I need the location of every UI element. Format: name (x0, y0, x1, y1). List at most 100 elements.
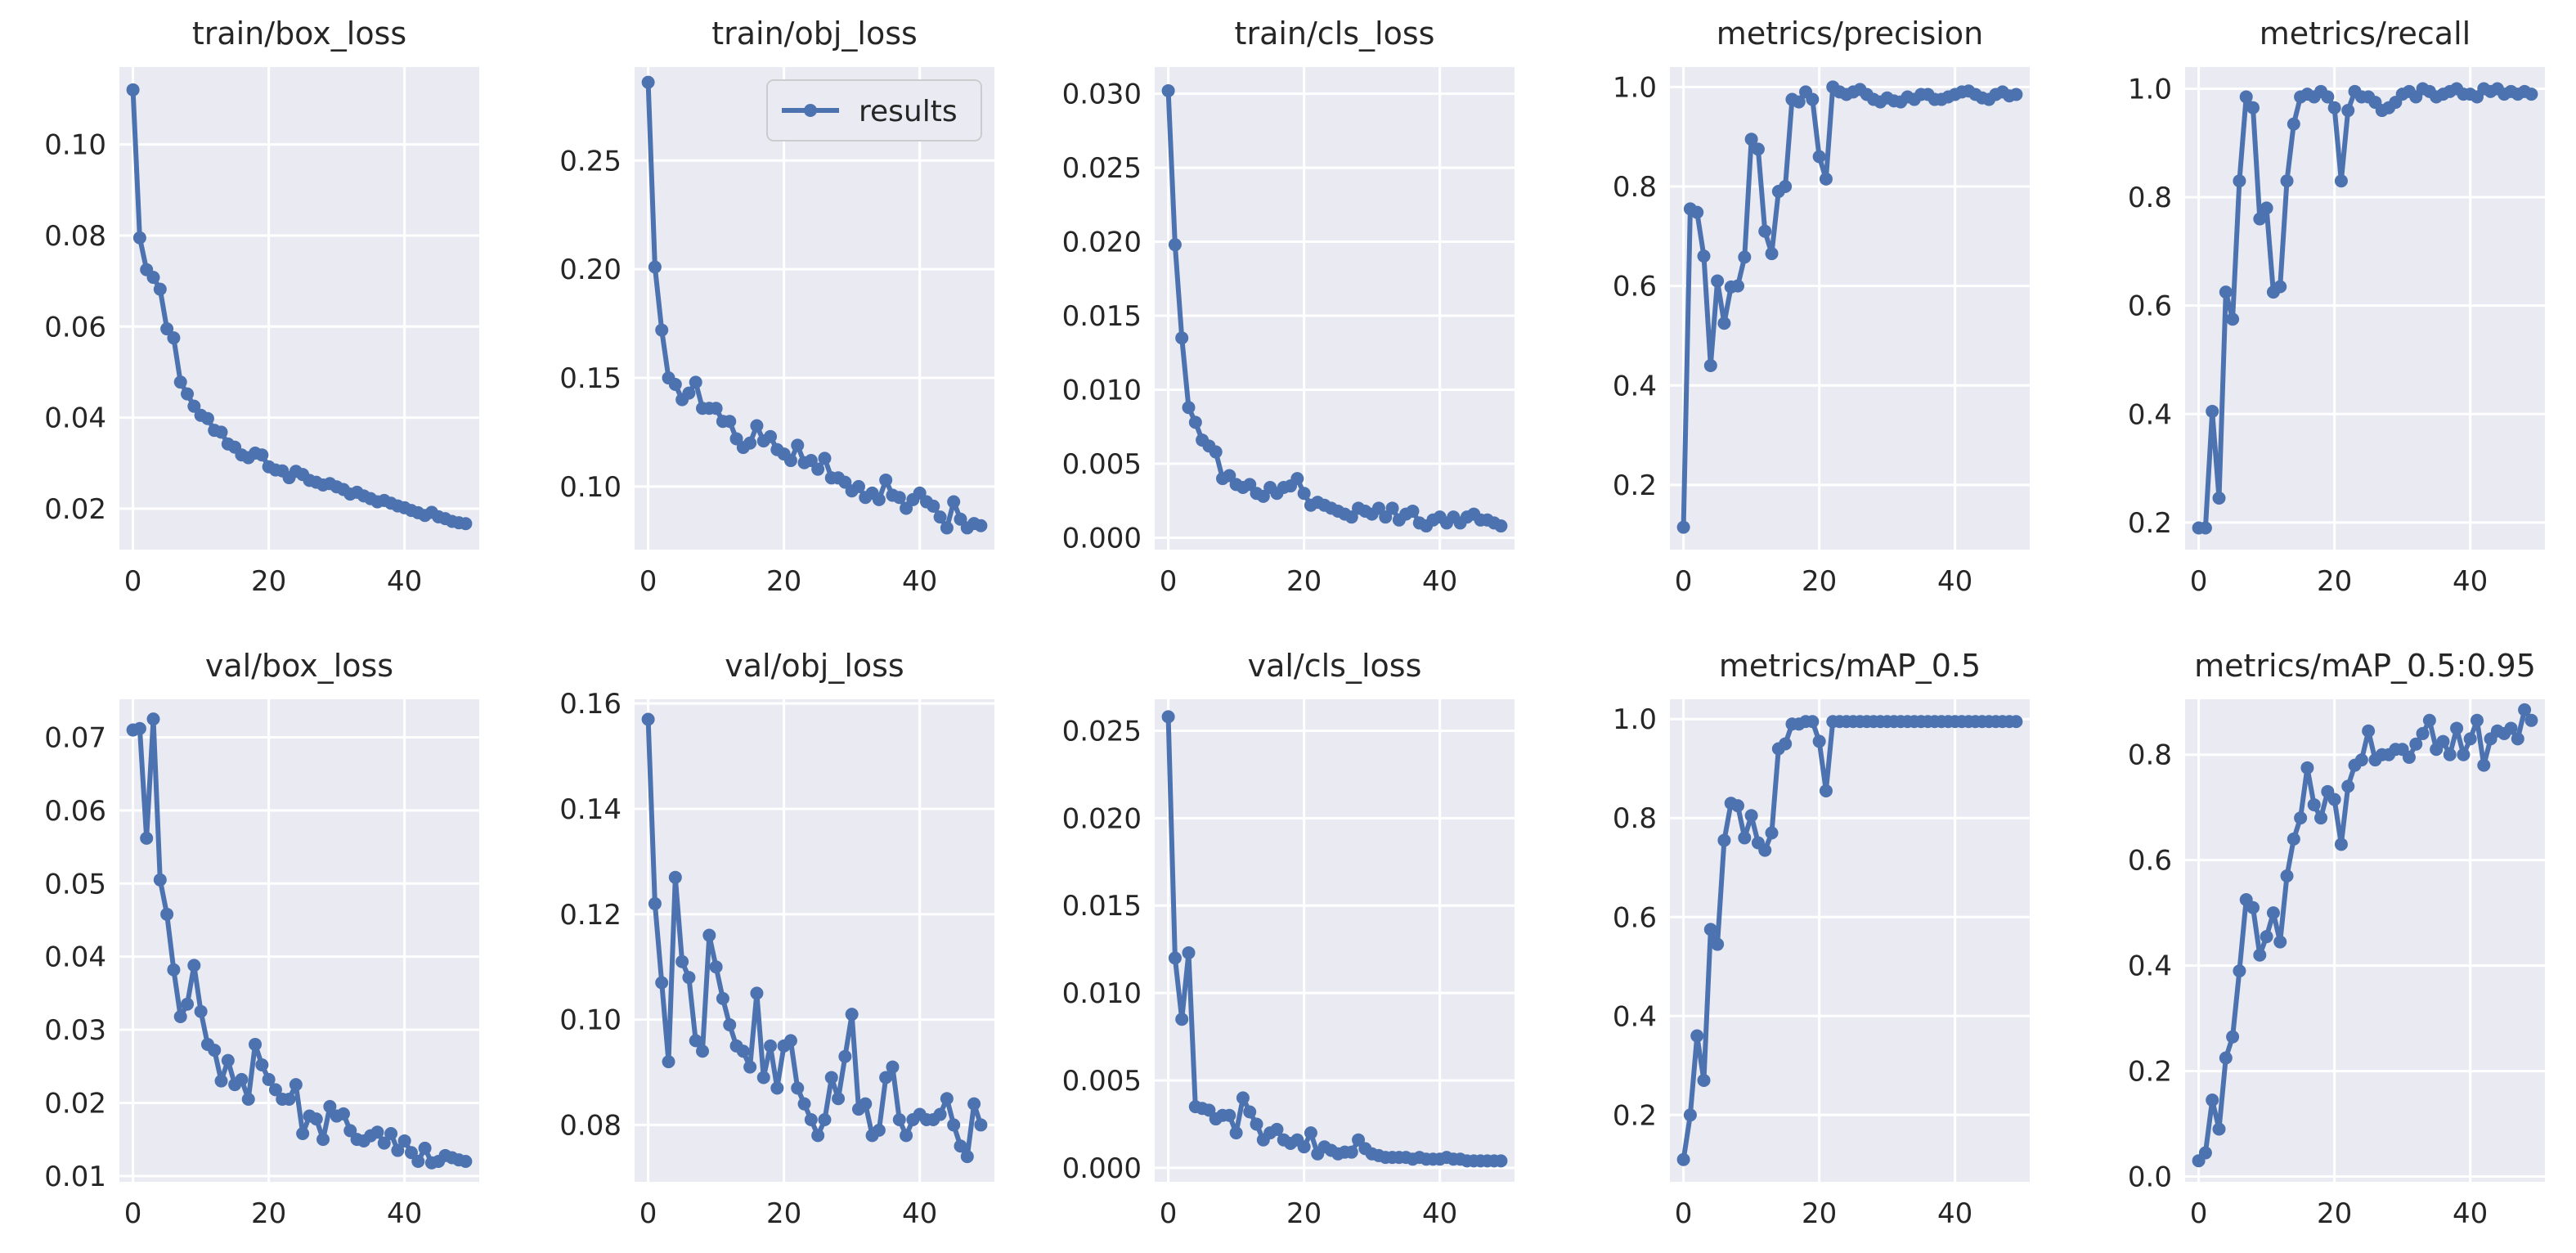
data-point (235, 1072, 249, 1086)
data-point (2206, 1094, 2219, 1107)
data-point (2334, 838, 2348, 851)
data-point (187, 959, 201, 972)
data-point (160, 322, 174, 336)
x-tick-label: 20 (1802, 1197, 1837, 1230)
data-point (1161, 83, 1175, 97)
x-tick-label: 20 (251, 1197, 286, 1230)
subplot-metrics-map-0-5: 0 20 40 0.2 0.4 0.6 0.8 1.0 metrics/mAP_0.5 (1613, 648, 2030, 1230)
data-point (1711, 274, 1725, 288)
x-tick-label: 40 (1937, 565, 1972, 598)
y-tick-label: 0.02 (44, 1087, 106, 1120)
x-tick-label: 40 (902, 565, 937, 598)
data-point (1385, 501, 1399, 515)
data-point (1697, 1073, 1711, 1087)
data-point (723, 1018, 737, 1032)
x-tick-label: 0 (1160, 1197, 1178, 1230)
data-point (1758, 843, 1772, 857)
data-point (200, 411, 214, 425)
data-point (2009, 88, 2023, 101)
data-point (967, 1097, 981, 1111)
y-tick-label: 0.05 (44, 868, 106, 900)
y-tick-label: 0.020 (1062, 802, 1142, 835)
data-point (2470, 713, 2484, 727)
data-point (132, 231, 146, 245)
subplot-metrics-recall: 0 20 40 0.2 0.4 0.6 0.8 1.0 metrics/recall (2128, 16, 2545, 598)
data-point (1297, 1140, 1311, 1154)
subplot-title: metrics/precision (1717, 16, 1983, 52)
data-point (770, 1081, 784, 1095)
data-point (384, 1127, 398, 1140)
y-tick-label: 0.4 (2128, 398, 2172, 431)
data-point (208, 1044, 222, 1058)
x-tick-label: 20 (2317, 1197, 2352, 1230)
y-tick-label: 0.8 (2128, 182, 2172, 214)
data-point (2233, 174, 2246, 188)
data-point (1683, 1108, 1697, 1122)
y-tick-label: 1.0 (1613, 703, 1657, 736)
data-point (173, 375, 187, 389)
x-tick-label: 20 (1286, 565, 1322, 598)
data-point (2260, 201, 2273, 215)
data-point (289, 1078, 303, 1092)
data-point (682, 386, 696, 400)
data-point (675, 954, 689, 968)
x-tick-label: 20 (251, 565, 286, 598)
data-point (2219, 285, 2233, 299)
data-point (933, 1107, 947, 1121)
data-point (1223, 469, 1236, 483)
y-tick-label: 0.025 (1062, 152, 1142, 185)
x-tick-label: 40 (2453, 1197, 2488, 1230)
data-point (2402, 750, 2416, 764)
data-point (2511, 732, 2524, 746)
data-point (783, 1034, 797, 1048)
data-point (954, 1139, 967, 1153)
data-point (1379, 510, 1393, 524)
data-point (2341, 104, 2355, 118)
data-point (879, 1071, 893, 1085)
data-point (167, 331, 181, 345)
data-point (397, 1134, 411, 1147)
data-point (838, 1049, 852, 1063)
data-point (2198, 1146, 2212, 1160)
data-point (309, 1112, 323, 1126)
data-point (940, 521, 954, 535)
data-point (2314, 811, 2328, 825)
data-point (764, 1039, 778, 1053)
data-point (689, 1034, 702, 1048)
data-point (2321, 90, 2335, 104)
data-point (1256, 489, 1270, 503)
data-point (214, 425, 228, 439)
data-point (1229, 1126, 1243, 1140)
data-point (2246, 101, 2260, 115)
x-tick-label: 0 (124, 1197, 142, 1230)
data-point (336, 1107, 350, 1121)
data-point (2477, 758, 2491, 772)
data-point (832, 1092, 846, 1106)
data-point (886, 1060, 900, 1074)
subplot-train-cls-loss: 0 20 40 0.000 0.005 0.010 0.015 0.020 0.025 0.030… (1062, 16, 1515, 598)
y-tick-label: 0.04 (44, 941, 106, 974)
data-point (1344, 1145, 1358, 1159)
data-point (1792, 95, 1806, 109)
data-point (2198, 521, 2212, 535)
data-point (655, 323, 669, 337)
data-point (641, 712, 655, 726)
data-point (2300, 761, 2314, 775)
data-point (1290, 472, 1304, 486)
data-point (743, 436, 757, 450)
x-tick-label: 40 (2453, 565, 2488, 598)
x-tick-label: 0 (1160, 565, 1178, 598)
legend: results (766, 79, 982, 141)
data-point (764, 429, 778, 443)
y-tick-label: 0.01 (44, 1161, 106, 1193)
data-point (1304, 1126, 1317, 1140)
data-point (1806, 715, 1820, 729)
data-point (377, 1136, 391, 1150)
data-point (2280, 174, 2294, 188)
data-point (2212, 492, 2226, 505)
data-point (2334, 174, 2348, 188)
subplot-metrics-precision: 0 20 40 0.2 0.4 0.6 0.8 1.0 metrics/precision (1613, 16, 2030, 598)
data-point (756, 1071, 770, 1085)
data-point (160, 907, 174, 921)
